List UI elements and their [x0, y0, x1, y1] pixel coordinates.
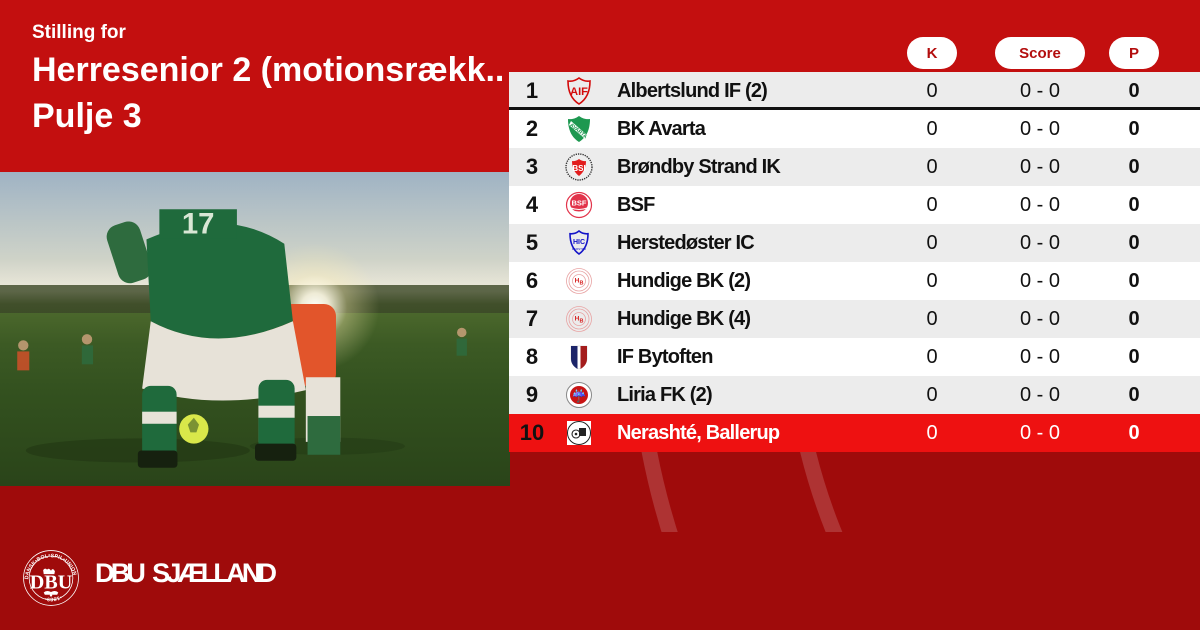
svg-text:B: B — [580, 319, 584, 325]
svg-text:BSI: BSI — [572, 164, 585, 173]
svg-text:17: 17 — [182, 207, 215, 240]
svg-text:DBU: DBU — [30, 572, 73, 594]
svg-text:HERSTED: HERSTED — [572, 247, 587, 251]
svg-text:BSF: BSF — [572, 199, 587, 208]
svg-text:☔: ☔ — [572, 388, 587, 403]
svg-text:•1889•: •1889• — [44, 594, 62, 602]
svg-text:AIF: AIF — [570, 86, 588, 98]
svg-text:HIC: HIC — [573, 239, 585, 246]
svg-text:B: B — [580, 281, 584, 287]
